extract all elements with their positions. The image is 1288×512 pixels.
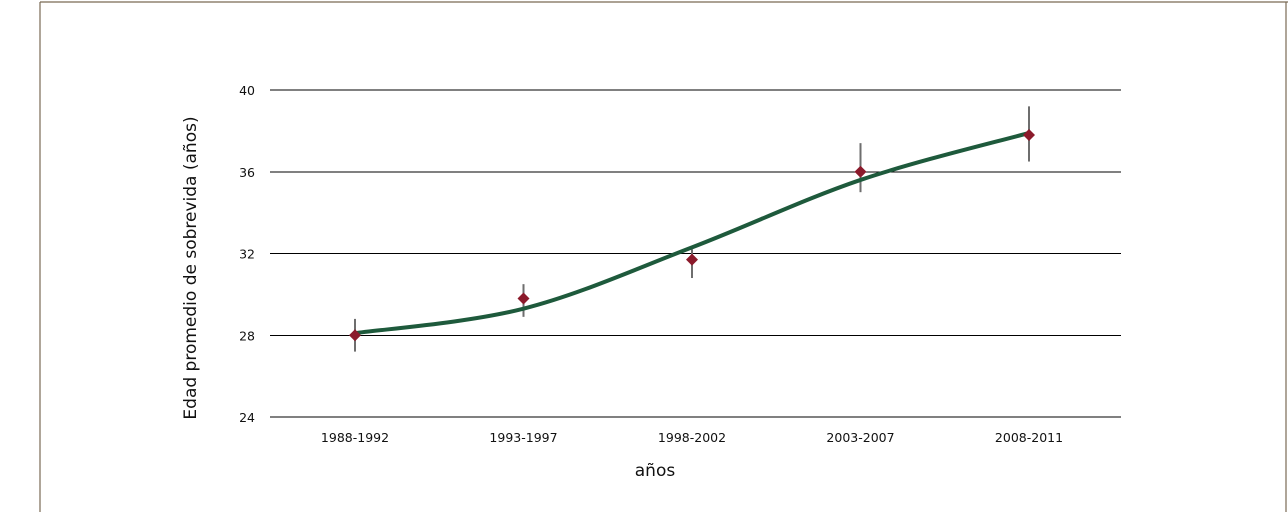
data-points <box>349 128 1035 342</box>
data-point <box>349 329 361 342</box>
data-point <box>517 292 530 305</box>
x-tick-label: 2008-2011 <box>995 430 1063 445</box>
data-point <box>854 165 867 178</box>
x-axis-title: años <box>635 461 676 481</box>
x-tick-label: 1993-1997 <box>489 430 557 445</box>
x-tick-label: 2003-2007 <box>826 430 894 445</box>
trend-curve <box>353 130 1031 336</box>
data-point <box>1023 128 1035 141</box>
y-tick-label: 32 <box>239 247 255 262</box>
data-point <box>686 253 698 266</box>
y-tick-label: 40 <box>239 83 255 98</box>
y-tick-label: 24 <box>239 410 255 425</box>
error-bars <box>354 106 1030 352</box>
y-axis-ticks: 24 28 32 36 40 <box>239 83 255 425</box>
y-tick-label: 36 <box>239 165 255 180</box>
trend-line <box>353 130 1031 336</box>
x-tick-label: 1998-2002 <box>658 430 726 445</box>
y-axis-title: Edad promedio de sobrevida (años) <box>181 116 201 419</box>
x-axis-ticks: 1988-1992 1993-1997 1998-2002 2003-2007 2008… <box>321 430 1063 445</box>
x-tick-label: 1988-1992 <box>321 430 389 445</box>
grid <box>270 89 1121 418</box>
y-tick-label: 28 <box>239 328 255 343</box>
